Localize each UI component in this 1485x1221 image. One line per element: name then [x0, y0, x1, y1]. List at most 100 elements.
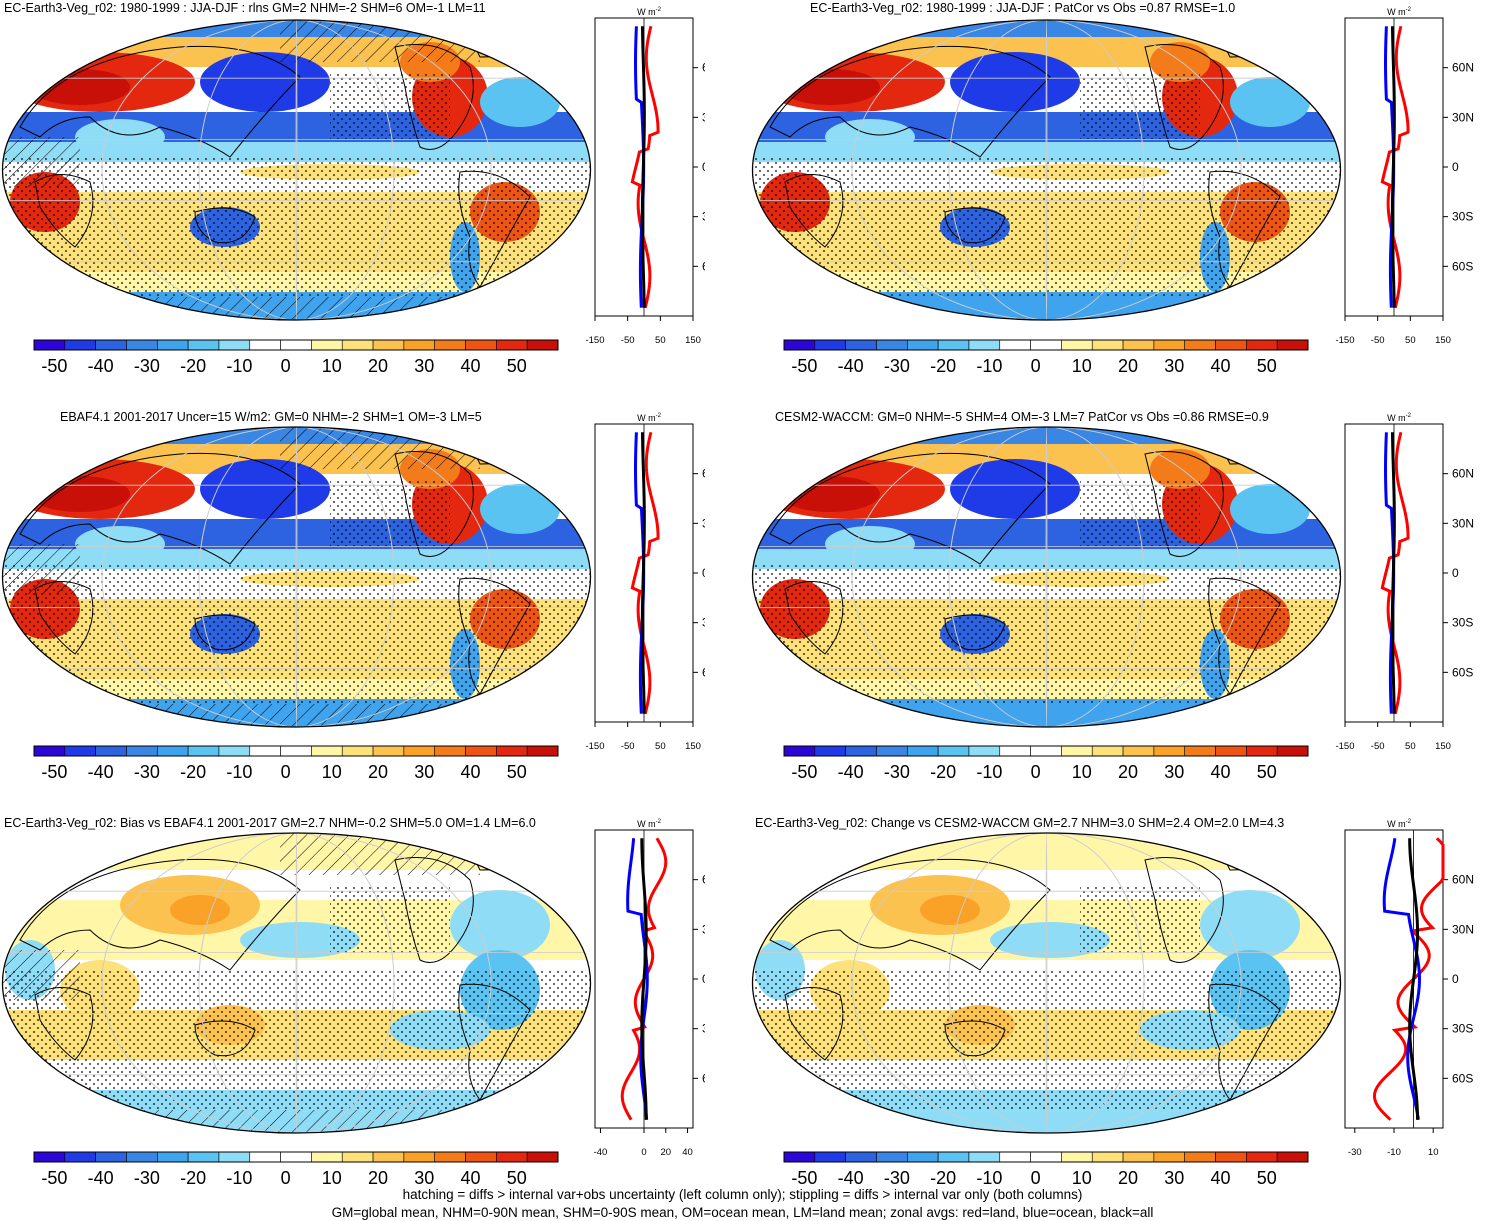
colorbar-box	[1246, 745, 1278, 757]
anomaly-region	[200, 52, 330, 112]
hatching	[280, 20, 480, 62]
graticule	[851, 20, 1242, 320]
map-border	[751, 19, 1342, 321]
colorbar-box	[64, 745, 96, 757]
colorbar-box	[968, 745, 1001, 757]
colorbar-box	[783, 339, 816, 351]
colorbar: -50 -40 -30 -20 -10 0 10 20 30 40 50	[783, 745, 1309, 782]
colorbar-box	[526, 745, 559, 757]
zonal-mean-plot: W m-2 60N 30N 0 30S 60S -150 -50 50 150	[585, 413, 705, 752]
colorbar-box	[876, 339, 908, 351]
anomaly-region	[30, 69, 130, 105]
colorbar-box	[156, 1151, 189, 1163]
graticule	[295, 20, 298, 320]
colorbar-box	[156, 745, 189, 757]
colorbar-box	[814, 745, 846, 757]
zonal-line-ocean	[626, 838, 649, 1120]
colorbar-box	[906, 745, 939, 757]
x-tick-label: 50	[655, 335, 666, 346]
zonal-line-all	[640, 838, 648, 1120]
coastline	[34, 174, 94, 248]
panel-title: EBAF4.1 2001-2017 Uncer=15 W/m2: GM=0 NH…	[60, 410, 482, 424]
colorbar-label: -20	[930, 1168, 956, 1188]
anomaly-region	[30, 476, 130, 512]
coastline	[458, 170, 531, 288]
panel-title: EC-Earth3-Veg_r02: 1980-1999 : JJA-DJF :…	[4, 1, 486, 15]
colorbar-label: 0	[1031, 356, 1041, 376]
coastline	[769, 45, 1051, 158]
coastline	[769, 858, 1051, 971]
colorbar-box	[95, 745, 127, 757]
colorbar-box	[496, 745, 528, 757]
lat-label: 30S	[702, 210, 705, 224]
colorbar-label: 40	[461, 356, 481, 376]
colorbar-box	[1153, 1151, 1186, 1163]
x-tick-label: 150	[685, 335, 701, 346]
colorbar-box	[218, 745, 251, 757]
coastline	[34, 581, 94, 655]
colorbar-label: -20	[180, 762, 206, 782]
colorbar-box	[876, 1151, 908, 1163]
lat-label: 30N	[702, 516, 705, 530]
map-border	[751, 832, 1342, 1134]
colorbar-box	[249, 745, 281, 757]
anomaly-region	[170, 895, 230, 925]
anomaly-region	[825, 119, 915, 155]
colorbar-box	[218, 1151, 251, 1163]
x-tick-label: 150	[1435, 335, 1451, 346]
colorbar-label: 10	[1072, 1168, 1092, 1188]
zonal-line-land	[630, 25, 660, 309]
colorbar-box	[280, 745, 312, 757]
coastline	[784, 174, 844, 248]
colorbar-label: 40	[1211, 356, 1231, 376]
map-border	[1, 19, 592, 321]
colorbar-box	[1061, 1151, 1093, 1163]
colorbar-box	[1276, 339, 1309, 351]
zonal-units-exponent: -2	[656, 413, 662, 419]
x-tick-label: 40	[682, 1147, 693, 1158]
colorbar-box	[311, 339, 343, 351]
map-border	[751, 426, 1342, 728]
colorbar-box	[1276, 1151, 1309, 1163]
hatching	[100, 704, 480, 727]
world-map	[751, 19, 1342, 321]
colorbar-box	[968, 1151, 1001, 1163]
colorbar: -50 -40 -30 -20 -10 0 10 20 30 40 50	[33, 1151, 559, 1188]
coastline	[784, 987, 844, 1061]
colorbar-label: -30	[884, 1168, 910, 1188]
colorbar-frame	[783, 1151, 1309, 1163]
colorbar: -50 -40 -30 -20 -10 0 10 20 30 40 50	[783, 1151, 1309, 1188]
x-tick-label: -50	[1371, 741, 1385, 752]
anomaly-region	[1200, 890, 1300, 960]
colorbar-label: 30	[1164, 356, 1184, 376]
coastline	[19, 45, 301, 158]
colorbar-box	[280, 339, 312, 351]
colorbar-box	[33, 339, 66, 351]
zonal-line-land	[630, 431, 660, 715]
colorbar-label: 20	[368, 356, 388, 376]
colorbar-frame	[33, 745, 559, 757]
x-tick-label: -50	[1371, 335, 1385, 346]
colorbar-box	[465, 339, 497, 351]
coastline	[944, 207, 1006, 244]
stippling	[752, 157, 1341, 297]
lat-label: 30N	[702, 922, 705, 936]
colorbar-label: 10	[1072, 762, 1092, 782]
graticule	[1045, 427, 1048, 727]
colorbar-label: 20	[1118, 356, 1138, 376]
colorbar-box	[341, 745, 374, 757]
colorbar-label: 50	[507, 356, 527, 376]
colorbar-label: -20	[930, 762, 956, 782]
lat-label: 30N	[1452, 922, 1474, 936]
lat-label: 30S	[1452, 1022, 1473, 1036]
colorbar-box	[1122, 1151, 1155, 1163]
colorbar-box	[1246, 339, 1278, 351]
map-border	[1, 832, 592, 1134]
panel-title: EC-Earth3-Veg_r02: Bias vs EBAF4.1 2001-…	[4, 816, 536, 830]
graticule	[295, 427, 298, 727]
colorbar-label: 40	[461, 762, 481, 782]
anomaly-region	[200, 459, 330, 519]
colorbar-box	[1030, 339, 1062, 351]
colorbar-box	[1153, 339, 1186, 351]
stippling	[2, 564, 591, 704]
